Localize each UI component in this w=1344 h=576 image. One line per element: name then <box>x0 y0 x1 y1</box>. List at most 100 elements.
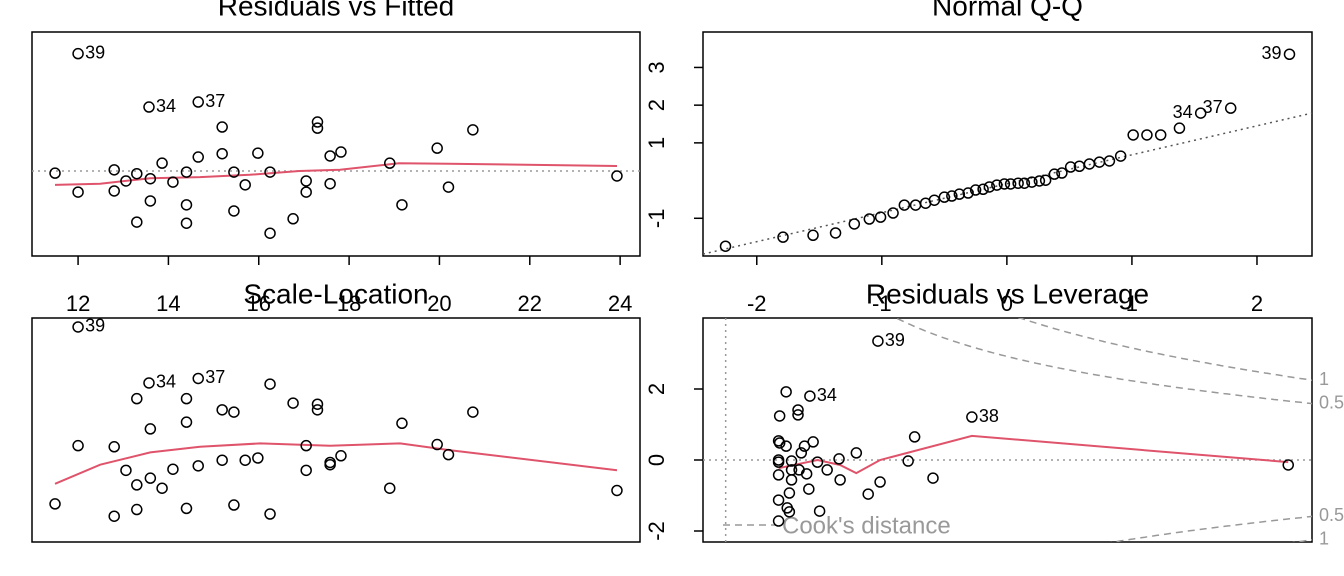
point <box>180 392 193 405</box>
point <box>442 448 455 461</box>
point <box>396 417 408 430</box>
cook-contour <box>1292 539 1312 542</box>
point <box>216 121 228 133</box>
point <box>902 455 914 467</box>
point <box>131 479 143 491</box>
point <box>143 101 155 113</box>
point <box>928 194 941 206</box>
point <box>611 484 623 497</box>
point <box>144 472 157 484</box>
point <box>719 240 732 252</box>
point <box>1173 122 1186 134</box>
point <box>1033 175 1046 187</box>
point <box>927 472 939 484</box>
point <box>192 372 204 385</box>
point <box>953 188 966 200</box>
point <box>72 321 84 333</box>
point <box>938 191 951 203</box>
point <box>300 186 312 198</box>
point <box>813 505 826 517</box>
point-label: 34 <box>156 372 176 392</box>
point <box>783 487 796 499</box>
point-label: 39 <box>85 316 105 336</box>
point <box>264 227 276 239</box>
point <box>335 146 347 158</box>
point <box>72 47 84 60</box>
point <box>785 464 798 476</box>
point-label: 39 <box>85 42 105 62</box>
point <box>946 190 958 202</box>
cook-level-label: 1 <box>1319 529 1329 549</box>
point <box>228 499 240 511</box>
point <box>467 406 479 418</box>
smooth-line <box>54 162 618 186</box>
point <box>1141 129 1153 141</box>
x-tick-label: 20 <box>427 291 451 316</box>
x-tick-label: 0 <box>1001 291 1013 316</box>
point <box>807 436 819 448</box>
point <box>863 213 876 225</box>
point <box>131 503 143 516</box>
point <box>772 456 785 468</box>
smooth-line <box>54 442 618 485</box>
point <box>131 216 143 228</box>
point <box>180 166 193 178</box>
x-tick-label: 1 <box>1126 291 1138 316</box>
point <box>821 464 833 476</box>
point <box>252 452 264 464</box>
point <box>264 508 276 520</box>
point <box>311 116 324 128</box>
point <box>983 181 996 193</box>
x-tick-label: -1 <box>872 291 892 316</box>
point <box>442 181 455 193</box>
point <box>795 447 808 459</box>
y-tick-label: -1 <box>644 209 669 229</box>
point <box>977 183 989 196</box>
point <box>252 147 264 159</box>
point <box>144 423 157 435</box>
point <box>287 213 299 225</box>
point <box>803 483 815 495</box>
smooth-line <box>778 434 1289 475</box>
point <box>156 157 168 169</box>
point <box>264 166 276 178</box>
point <box>131 167 143 180</box>
panel-title: Normal Q-Q <box>932 0 1083 21</box>
point <box>773 410 786 422</box>
point-label: 37 <box>205 367 225 387</box>
panel-title: Residuals vs Fitted <box>218 0 455 21</box>
point <box>216 147 228 160</box>
point <box>228 166 240 178</box>
cook-level-label: 1 <box>1319 369 1329 389</box>
point <box>144 195 157 207</box>
point <box>431 142 443 154</box>
point <box>829 227 842 239</box>
point-label: 39 <box>885 330 905 350</box>
point <box>192 460 204 472</box>
point <box>143 377 155 389</box>
point <box>1026 176 1038 188</box>
point <box>228 406 240 418</box>
point <box>874 211 887 223</box>
point <box>300 175 312 187</box>
point <box>156 482 168 494</box>
point <box>862 488 874 500</box>
x-tick-label: 12 <box>66 291 90 316</box>
point <box>192 96 204 108</box>
point <box>120 175 132 187</box>
point <box>324 177 336 190</box>
point <box>908 431 921 443</box>
point <box>833 453 845 465</box>
point <box>780 386 792 398</box>
point <box>108 510 120 522</box>
point <box>72 439 84 452</box>
x-tick-label: 24 <box>608 291 632 316</box>
point <box>228 205 240 217</box>
y-tick-label: 0 <box>644 454 669 466</box>
x-tick-label: 18 <box>337 291 361 316</box>
x-tick-label: 2 <box>1251 291 1263 316</box>
point <box>792 409 804 421</box>
point <box>780 440 792 452</box>
point <box>1093 156 1106 168</box>
